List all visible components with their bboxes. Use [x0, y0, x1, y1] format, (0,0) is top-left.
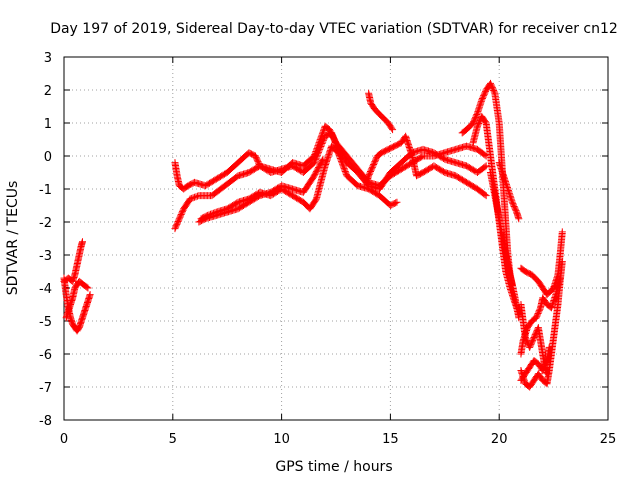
data-point: [335, 152, 343, 160]
axis-ticks: 0 5 10 15 20 25 -8 -7 -6 -5 -4 -3 -2 -1 0 1 2 3: [39, 51, 616, 447]
data-point: [338, 159, 346, 167]
plot-frame: [63, 56, 609, 421]
data-point: [83, 283, 91, 291]
data-point: [342, 169, 350, 177]
data-point: [481, 191, 489, 199]
data-point: [314, 148, 322, 156]
data-point: [558, 258, 566, 266]
data-point: [418, 153, 426, 161]
x-tick-label: 0: [60, 432, 68, 447]
y-tick-label: -5: [39, 315, 52, 330]
data-point: [192, 193, 200, 201]
data-point: [317, 142, 325, 150]
x-tick-label: 15: [382, 432, 399, 447]
data-point: [508, 281, 516, 289]
data-point: [314, 150, 322, 158]
data-point: [543, 370, 551, 378]
data-point: [317, 141, 325, 149]
x-tick-label: 25: [600, 432, 617, 447]
data-point: [193, 192, 201, 200]
data-point: [490, 88, 498, 96]
y-tick-label: 0: [44, 150, 52, 165]
y-axis-label: SDTVAR / TECUs: [5, 181, 21, 296]
y-tick-label: -8: [39, 414, 52, 429]
data-point: [313, 151, 321, 159]
data-point: [336, 153, 344, 161]
y-tick-label: -6: [39, 348, 52, 363]
y-tick-label: -4: [39, 282, 52, 297]
data-point: [191, 193, 199, 201]
y-tick-label: -7: [39, 381, 52, 396]
data-point: [84, 284, 92, 292]
data-point: [311, 156, 319, 164]
data-point: [545, 343, 553, 351]
data-point: [319, 127, 327, 135]
data-point: [340, 163, 348, 171]
data-point: [189, 194, 197, 202]
y-tick-label: -3: [39, 249, 52, 264]
data-point: [316, 145, 324, 153]
data-point: [556, 274, 564, 282]
data-point: [78, 238, 86, 246]
data-point: [336, 154, 344, 162]
x-tick-label: 10: [273, 432, 290, 447]
grid-lines: [64, 57, 608, 420]
data-point: [482, 162, 490, 170]
data-point: [482, 192, 490, 200]
data-point: [389, 126, 397, 134]
data-point: [341, 166, 349, 174]
data-point: [392, 199, 400, 207]
data-point: [334, 149, 342, 157]
y-tick-label: 3: [44, 51, 52, 66]
data-point: [188, 194, 196, 202]
data-point: [542, 358, 550, 366]
x-axis-label: GPS time / hours: [275, 459, 392, 475]
data-point: [318, 157, 326, 165]
data-point: [320, 135, 328, 143]
data-point: [319, 138, 327, 146]
data-point: [481, 163, 489, 171]
data-point: [515, 215, 523, 223]
data-point: [340, 165, 348, 173]
data-point: [393, 198, 401, 206]
data-points: [60, 79, 566, 391]
y-tick-label: -2: [39, 216, 52, 231]
data-point: [341, 167, 349, 175]
y-tick-label: 1: [44, 117, 52, 132]
x-tick-label: 5: [169, 432, 177, 447]
data-point: [388, 124, 396, 132]
data-point: [481, 151, 489, 159]
data-point: [339, 160, 347, 168]
data-point: [558, 228, 566, 236]
data-point: [339, 162, 347, 170]
data-point: [337, 156, 345, 164]
data-point: [311, 157, 319, 165]
chart-title: Day 197 of 2019, Sidereal Day-to-day VTE…: [50, 21, 618, 37]
data-point: [319, 137, 327, 145]
data-point: [186, 195, 194, 203]
y-tick-label: 2: [44, 84, 52, 99]
data-point: [312, 154, 320, 162]
data-point: [318, 140, 326, 148]
data-point: [335, 150, 343, 158]
data-point: [313, 153, 321, 161]
data-point: [310, 159, 318, 167]
y-tick-label: -1: [39, 183, 52, 198]
data-point: [86, 291, 94, 299]
data-point: [473, 111, 481, 119]
data-point: [337, 157, 345, 165]
data-point: [315, 147, 323, 155]
data-point: [319, 155, 327, 163]
x-tick-label: 20: [491, 432, 508, 447]
data-point: [319, 128, 327, 136]
data-point: [316, 144, 324, 152]
